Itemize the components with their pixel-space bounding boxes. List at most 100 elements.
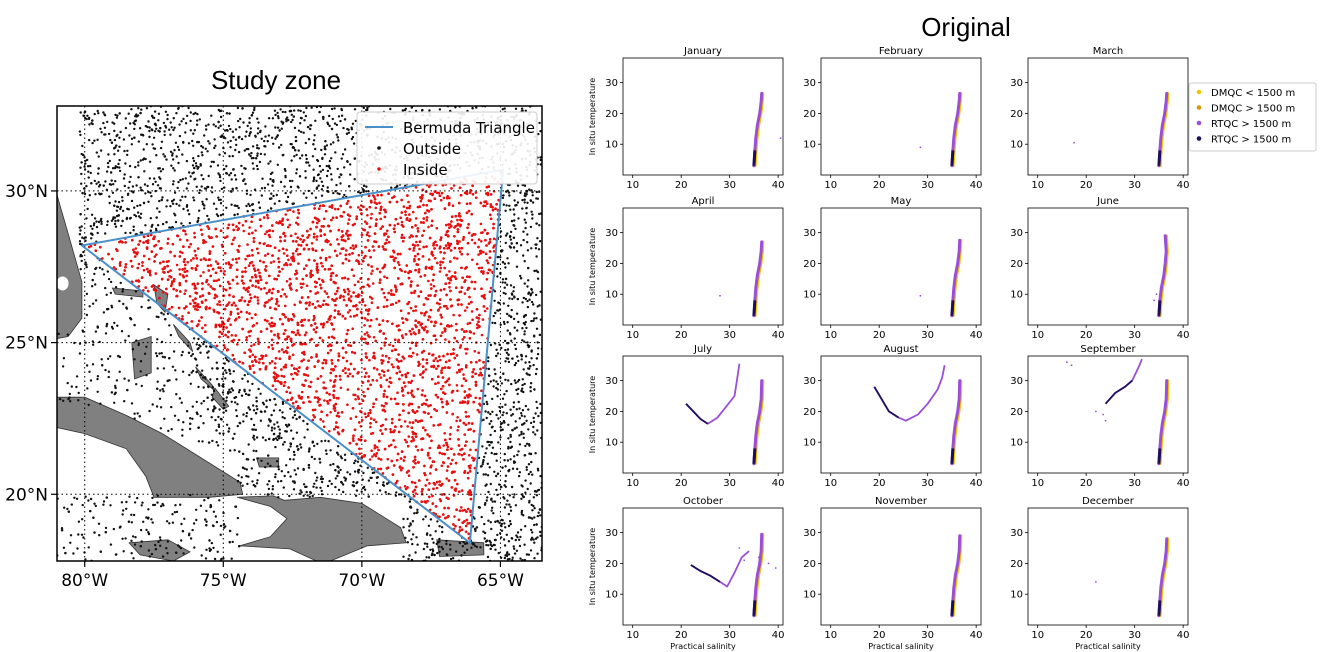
outside-point [91, 302, 95, 305]
inside-point [244, 257, 247, 261]
outside-point [538, 121, 541, 125]
outside-point [109, 280, 113, 284]
outside-point [518, 434, 521, 437]
outside-point [234, 505, 238, 508]
outside-point [337, 115, 341, 118]
outside-point [159, 505, 163, 508]
outside-point [488, 374, 491, 377]
outside-point [504, 266, 507, 269]
outside-point [362, 184, 366, 187]
outside-point [70, 385, 74, 388]
outside-point [503, 107, 506, 110]
outside-point [297, 149, 300, 152]
outside-point [67, 510, 71, 513]
outside-point [201, 369, 204, 372]
outside-point [463, 551, 466, 554]
outside-point [62, 357, 66, 360]
outside-point [529, 365, 532, 368]
outside-point [533, 507, 536, 510]
outside-point [195, 343, 198, 346]
outside-point [194, 162, 198, 165]
outside-point [533, 317, 536, 320]
outside-point [513, 213, 516, 216]
outside-point [139, 111, 142, 115]
outside-point [193, 129, 196, 132]
outside-point [493, 368, 496, 371]
outside-point [517, 378, 521, 382]
outside-point [533, 523, 536, 527]
outside-point [501, 261, 505, 264]
outside-point [246, 482, 249, 486]
outside-point [511, 556, 514, 559]
outside-point [179, 178, 182, 182]
outside-point [216, 377, 219, 381]
outside-point [496, 472, 500, 475]
outside-point [509, 509, 513, 512]
outside-point [312, 168, 315, 171]
outside-point [172, 167, 175, 170]
outside-point [87, 403, 90, 407]
outside-point [532, 303, 535, 306]
outside-point [98, 340, 101, 344]
outside-point [538, 508, 542, 511]
outside-point [277, 468, 280, 471]
outside-point [226, 141, 230, 144]
outside-point [523, 454, 527, 457]
outside-point [278, 129, 281, 132]
outside-point [219, 524, 223, 528]
outside-point [530, 503, 533, 507]
outside-point [340, 480, 343, 484]
outside-point [489, 412, 492, 416]
outside-point [521, 383, 524, 387]
outside-point [200, 174, 203, 177]
outside-point [537, 511, 540, 514]
outside-point [496, 519, 499, 523]
outside-point [270, 192, 273, 195]
outside-point [482, 473, 485, 476]
outside-point [113, 138, 117, 142]
outside-point [318, 457, 321, 461]
outside-point [496, 262, 499, 266]
outside-point [294, 473, 298, 476]
outside-point [509, 458, 512, 461]
outside-point [503, 393, 506, 396]
outside-point [245, 468, 248, 471]
outside-point [305, 161, 308, 164]
outside-point [320, 180, 324, 183]
outside-point [147, 549, 151, 552]
outside-point [85, 217, 88, 220]
outside-point [233, 396, 236, 400]
outside-point [220, 187, 224, 191]
outside-point [190, 371, 193, 374]
outside-point [114, 286, 118, 289]
outside-point [209, 378, 212, 381]
outside-point [510, 242, 513, 245]
outside-point [205, 128, 208, 131]
outside-point [104, 531, 108, 534]
outside-point [163, 133, 166, 137]
outside-point [519, 244, 523, 247]
outside-point [508, 332, 512, 335]
outside-point [522, 390, 525, 394]
outside-point [508, 503, 511, 506]
outside-point [288, 494, 291, 498]
outside-point [509, 440, 512, 444]
outside-point [192, 144, 195, 147]
outside-point [145, 528, 148, 532]
outside-point [507, 423, 510, 426]
outside-point [216, 164, 220, 167]
outside-point [166, 113, 169, 117]
outside-point [524, 320, 527, 324]
outside-point [509, 433, 512, 437]
outside-point [153, 147, 157, 150]
outside-point [179, 503, 182, 506]
outside-point [326, 484, 330, 488]
outside-point [503, 421, 506, 424]
outside-point [69, 541, 72, 544]
inside-point [370, 212, 373, 216]
outside-point [428, 109, 431, 112]
outside-point [489, 343, 493, 347]
outside-point [193, 357, 197, 360]
outside-point [81, 518, 84, 521]
outside-point [102, 503, 105, 506]
